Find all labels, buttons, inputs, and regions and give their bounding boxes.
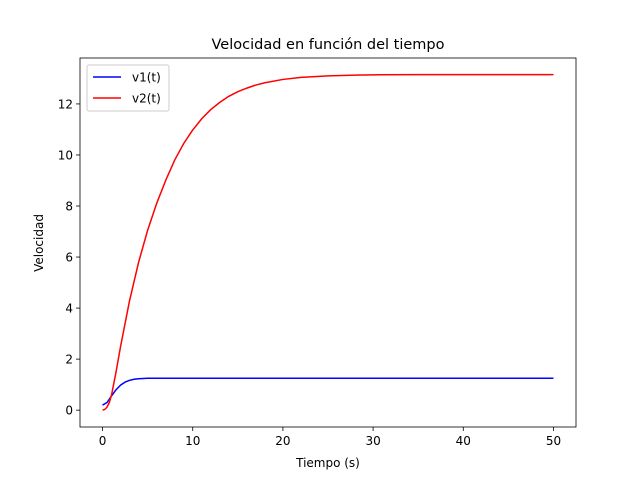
y-tick-label: 4 xyxy=(65,302,73,316)
chart-title: Velocidad en función del tiempo xyxy=(212,37,445,53)
y-tick-label: 0 xyxy=(65,404,73,418)
y-tick-label: 10 xyxy=(58,148,73,162)
x-tick-label: 0 xyxy=(99,434,107,448)
x-tick-label: 40 xyxy=(456,434,471,448)
x-tick-label: 10 xyxy=(185,434,200,448)
x-tick-label: 20 xyxy=(275,434,290,448)
y-tick-label: 6 xyxy=(65,251,73,265)
legend-label-2: v2(t) xyxy=(132,92,161,106)
y-tick-label: 8 xyxy=(65,200,73,214)
series-line-2 xyxy=(102,73,554,411)
x-tick-label: 50 xyxy=(546,434,561,448)
y-tick-label: 12 xyxy=(58,97,73,111)
plot-area: 0 10 20 30 40 50 0 2 4 6 8 10 12 v1(t) v2(t) xyxy=(58,57,577,448)
y-axis-label: Velocidad xyxy=(32,214,46,272)
y-tick-label: 2 xyxy=(65,353,73,367)
x-tick-label: 30 xyxy=(365,434,380,448)
axes-frame xyxy=(79,57,577,428)
series-line-1 xyxy=(102,377,554,406)
x-axis-label: Tiempo (s) xyxy=(295,456,360,470)
legend-label-1: v1(t) xyxy=(132,71,161,85)
